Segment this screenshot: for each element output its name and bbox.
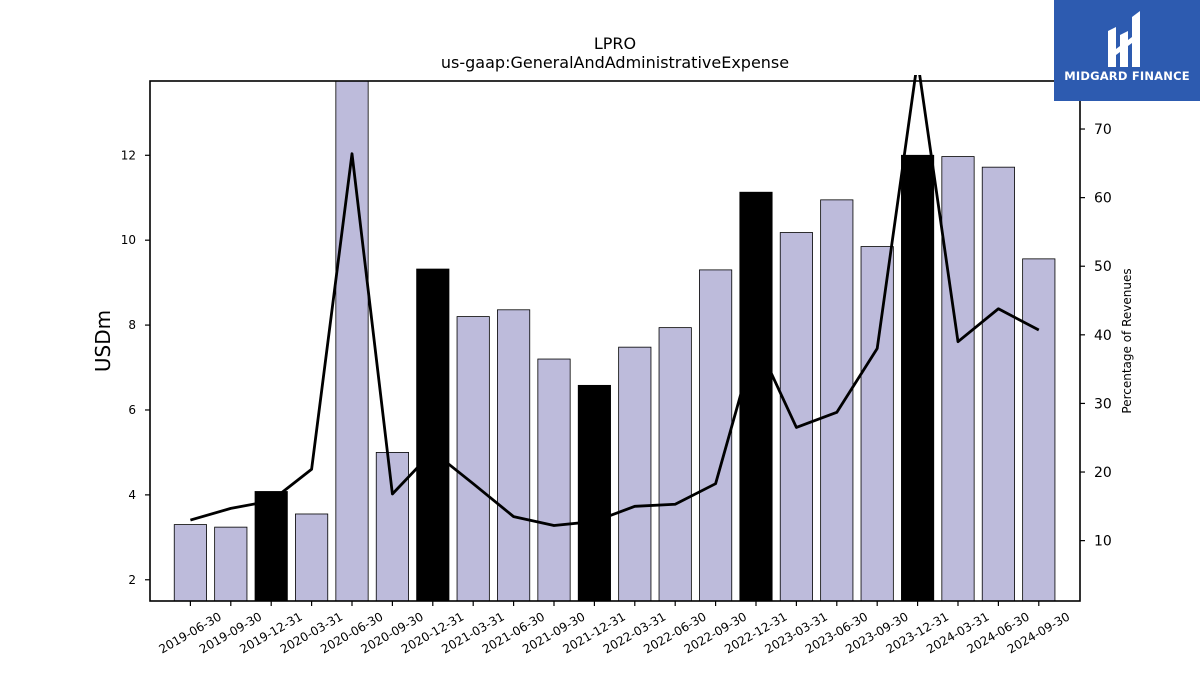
y2-axis-label: Percentage of Revenues — [1120, 268, 1134, 413]
bar — [214, 526, 248, 602]
x-axis: 2019-06-302019-09-302019-12-312020-03-31… — [156, 601, 1072, 656]
y-axis-label: USDm — [91, 310, 115, 372]
y2-tick-label: 10 — [1094, 534, 1112, 550]
y2-tick-label: 30 — [1094, 396, 1112, 412]
line-group — [190, 75, 1040, 527]
y2-tick-label: 70 — [1094, 122, 1112, 138]
y-tick-label: 12 — [121, 148, 136, 162]
y-tick-label: 10 — [121, 233, 136, 247]
bar — [254, 491, 288, 602]
bar — [739, 191, 773, 602]
bar — [335, 80, 369, 602]
bar — [537, 358, 571, 602]
y2-tick-label: 60 — [1094, 191, 1112, 207]
bar — [699, 269, 733, 602]
bar — [456, 316, 490, 602]
bar — [820, 199, 854, 602]
bar — [375, 452, 409, 602]
y-tick-label: 2 — [128, 573, 136, 587]
bar — [901, 154, 935, 602]
logo-text: MIDGARD FINANCE — [1064, 69, 1190, 83]
y2-axis: 10 20 30 40 50 60 70 — [1080, 122, 1112, 550]
bar — [860, 246, 894, 602]
bar — [618, 346, 652, 602]
bar — [779, 232, 813, 602]
plot-frame — [149, 80, 1081, 602]
bar — [416, 268, 450, 602]
chart-subtitle: us-gaap:GeneralAndAdministrativeExpense — [441, 53, 789, 72]
bar — [941, 156, 975, 602]
brand-logo: MIDGARD FINANCE — [1054, 0, 1200, 101]
line-series — [190, 75, 1040, 527]
bar — [295, 513, 329, 602]
bars-group — [173, 80, 1056, 602]
bar — [1022, 258, 1056, 602]
y-tick-label: 4 — [128, 488, 136, 502]
chart-title: LPRO — [594, 34, 636, 53]
y-tick-label: 8 — [128, 318, 136, 332]
y2-tick-label: 50 — [1094, 259, 1112, 275]
midgard-logo-icon — [1108, 11, 1140, 67]
bar — [981, 166, 1015, 602]
y-axis: 2 4 6 8 10 12 — [121, 148, 150, 587]
y2-tick-label: 40 — [1094, 328, 1112, 344]
bar — [577, 384, 611, 602]
bar — [658, 327, 692, 602]
bar — [497, 309, 531, 602]
y2-tick-label: 20 — [1094, 465, 1112, 481]
bar — [173, 524, 207, 602]
y-tick-label: 6 — [128, 403, 136, 417]
